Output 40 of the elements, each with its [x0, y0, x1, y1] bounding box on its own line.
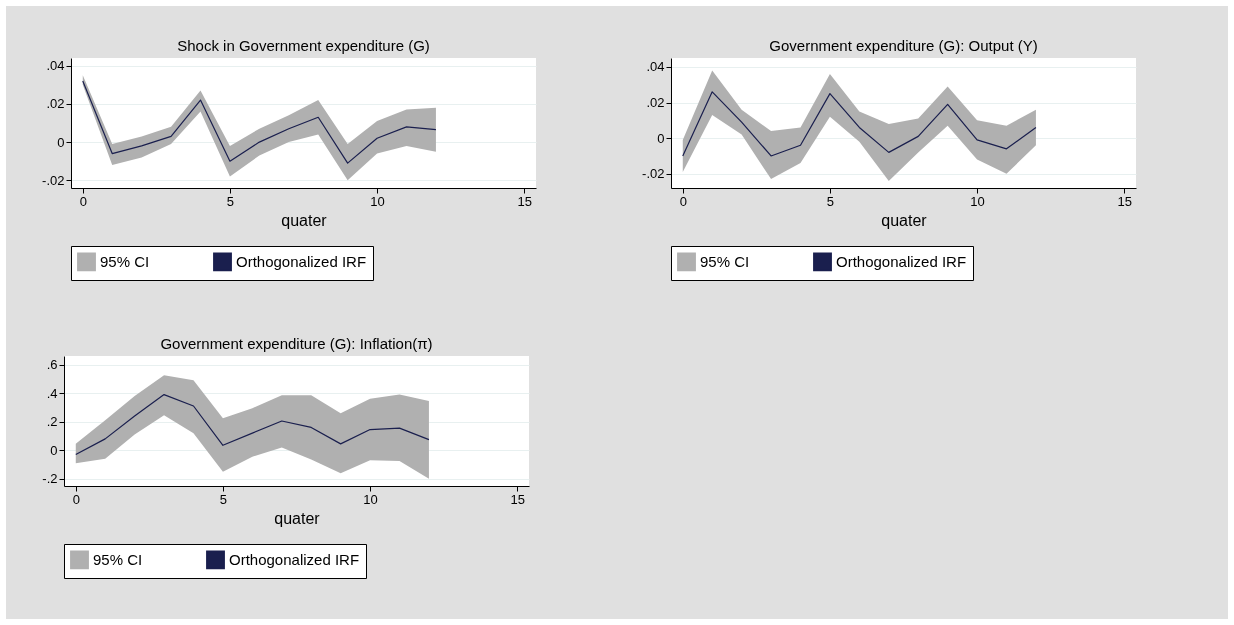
legend-label: Orthogonalized IRF	[229, 550, 360, 568]
chart-title: Shock in Government expenditure (G)	[177, 37, 430, 54]
y-tick-label: .04	[46, 58, 65, 74]
x-tick-label: 10	[363, 491, 378, 507]
x-tick-label: 10	[370, 193, 385, 209]
chart-title: Government expenditure (G): Output (Y)	[769, 37, 1038, 54]
y-tick-label: -.02	[642, 166, 665, 182]
text: 95% CI	[93, 550, 143, 568]
x-tick-label: 0	[679, 193, 687, 209]
y-tick-label: -.02	[42, 172, 65, 188]
legend-label: Orthogonalized IRF	[836, 252, 967, 270]
y-tick-label: .6	[46, 357, 58, 373]
x-axis-title: quater	[881, 211, 928, 229]
x-tick-label: 15	[517, 193, 532, 209]
y-tick-label: .4	[46, 385, 58, 401]
text: 95% CI	[100, 252, 150, 270]
x-tick-label: 0	[72, 491, 80, 507]
line-series	[682, 91, 1037, 157]
y-tick-label: .02	[646, 95, 665, 111]
y-tick-label: 0	[50, 442, 58, 458]
y-tick-label: .04	[646, 59, 665, 75]
y-tick-label: .2	[46, 414, 58, 430]
chart-title: Government expenditure (G): Inflation(π)	[160, 335, 433, 352]
x-tick-label: 5	[219, 491, 228, 507]
y-tick-label: .02	[46, 96, 65, 112]
x-axis-title: quater	[274, 509, 321, 527]
line-series	[75, 393, 430, 456]
y-tick-label: 0	[657, 130, 665, 146]
legend-label: Orthogonalized IRF	[236, 252, 367, 270]
x-tick-label: 5	[226, 193, 235, 209]
x-tick-label: 10	[970, 193, 985, 209]
x-tick-label: 15	[1117, 193, 1132, 209]
x-tick-label: 5	[826, 193, 835, 209]
x-tick-label: 15	[510, 491, 525, 507]
x-tick-label: 0	[79, 193, 87, 209]
line-series	[82, 80, 437, 164]
y-tick-label: 0	[57, 134, 65, 150]
x-axis-title: quater	[281, 211, 328, 229]
y-tick-label: -.2	[42, 471, 58, 487]
text: 95% CI	[700, 252, 750, 270]
